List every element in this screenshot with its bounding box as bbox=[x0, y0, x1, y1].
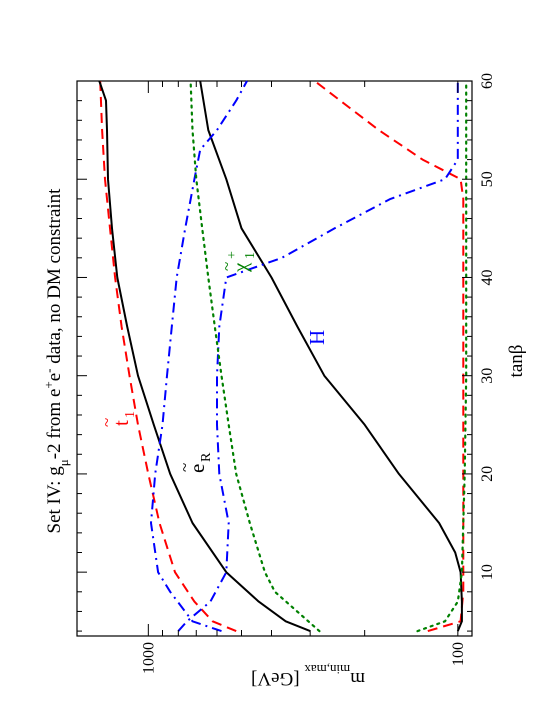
stop-label: t ~ 1 bbox=[97, 411, 138, 427]
ticks-layer: 10 20 30 40 50 60 100 1000 bbox=[77, 73, 496, 674]
x-tick-label: 30 bbox=[479, 368, 496, 384]
x-tick-label: 10 bbox=[479, 564, 496, 580]
series-line-selectron_min bbox=[199, 80, 463, 632]
selectron-label-sub: R bbox=[199, 452, 214, 462]
chargino-label: χ ~ 1 + bbox=[217, 251, 258, 273]
y-tick-label: 100 bbox=[450, 642, 467, 666]
series-line-higgs_min bbox=[177, 81, 459, 632]
plot-frame bbox=[76, 80, 473, 637]
stop-label-tilde: ~ bbox=[97, 418, 116, 427]
x-tick-label: 50 bbox=[479, 171, 496, 187]
chargino-label-base: χ bbox=[228, 262, 252, 273]
selectron-label: e ~ R bbox=[175, 452, 214, 473]
series-layer bbox=[98, 79, 468, 633]
chart-title: Set IV: gμ-2 from e+e- data, no DM const… bbox=[41, 188, 71, 534]
series-line-selectron_max bbox=[98, 80, 311, 633]
chargino-label-sup: + bbox=[225, 251, 240, 259]
higgs-label: H bbox=[305, 330, 329, 345]
chargino-label-tilde: ~ bbox=[217, 262, 236, 271]
series-line-chargino_min bbox=[416, 79, 468, 633]
x-tick-label: 40 bbox=[479, 269, 496, 285]
series-line-stop_min bbox=[314, 80, 465, 633]
plot-area bbox=[76, 80, 473, 637]
series-line-higgs_max bbox=[150, 80, 248, 633]
y-tick-label: 1000 bbox=[140, 642, 157, 674]
y-axis-label: mmin,max [GeV] bbox=[251, 663, 365, 690]
x-tick-label: 20 bbox=[479, 466, 496, 482]
selectron-label-tilde: ~ bbox=[175, 463, 194, 472]
series-line-stop_max bbox=[99, 80, 237, 633]
series-line-chargino_max bbox=[189, 79, 321, 633]
stop-label-sub: 1 bbox=[123, 411, 138, 418]
x-axis-label: tanβ bbox=[506, 345, 527, 378]
x-tick-label: 60 bbox=[479, 73, 496, 89]
stop-label-base: t bbox=[109, 420, 133, 426]
higgs-label-base: H bbox=[305, 330, 329, 345]
selectron-label-base: e bbox=[185, 464, 209, 473]
chargino-label-sub: 1 bbox=[243, 252, 258, 259]
